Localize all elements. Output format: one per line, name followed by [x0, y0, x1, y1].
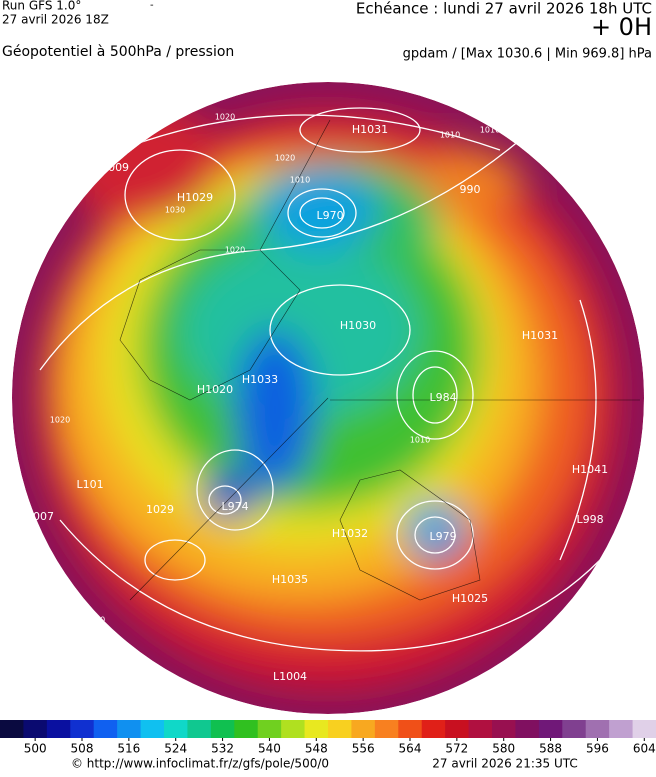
- pressure-label: H1025: [452, 592, 488, 605]
- generated: 27 avril 2026 21:35 UTC: [432, 757, 578, 771]
- colorbar-label: 604: [633, 742, 656, 756]
- colorbar-swatch: [492, 720, 516, 738]
- colorbar-swatch: [93, 720, 118, 738]
- isobar-label: 1030: [165, 206, 185, 215]
- colorbar-swatch: [562, 720, 587, 738]
- colorbar-label: 508: [71, 742, 94, 756]
- pressure-label: H1031: [352, 123, 388, 136]
- map: H1031 L970 H1029 L1009 990 H1030 H1031 L984 L979…: [12, 82, 644, 714]
- colorbar-swatch: [351, 720, 376, 738]
- pressure-label: L984: [429, 391, 456, 404]
- pressure-label: H1033: [242, 373, 278, 386]
- units: gpdam / [Max 1030.6 | Min 969.8] hPa: [403, 47, 652, 62]
- isobar-label: 1020: [85, 616, 105, 625]
- colorbar-swatch: [234, 720, 259, 738]
- colorbar-swatch: [585, 720, 610, 738]
- pressure-label: H1029: [177, 191, 213, 204]
- pressure-label: L970: [316, 209, 343, 222]
- isobar-label: 1020: [50, 416, 70, 425]
- colorbar-label: 572: [445, 742, 468, 756]
- pressure-label: 1029: [146, 503, 174, 516]
- pressure-label: L974: [221, 500, 248, 513]
- colorbar-label: 500: [24, 742, 47, 756]
- colorbar-label: 524: [164, 742, 187, 756]
- isobar-label: 1010: [480, 126, 500, 135]
- colorbar-swatch: [421, 720, 446, 738]
- colorbar-swatch: [257, 720, 282, 738]
- run-date: 27 avril 2026 18Z: [2, 13, 109, 27]
- pressure-label: H1035: [272, 573, 308, 586]
- colorbar-swatch: [140, 720, 165, 738]
- pressure-label: H1041: [572, 463, 608, 476]
- offset: + 0H: [591, 13, 652, 41]
- isobar-label: 1010: [440, 131, 460, 140]
- pressure-label: 990: [460, 183, 481, 196]
- colorbar-swatch: [445, 720, 470, 738]
- pressure-label: L1009: [95, 161, 129, 174]
- colorbar-swatch: [281, 720, 306, 738]
- pressure-label: H1020: [197, 383, 233, 396]
- isobar-label: 1020: [225, 246, 245, 255]
- isobar-label: 1020: [275, 154, 295, 163]
- pressure-label: H1031: [522, 329, 558, 342]
- isobar-label: 1010: [290, 176, 310, 185]
- colorbar-swatch: [164, 720, 188, 738]
- colorbar-swatch: [70, 720, 95, 738]
- echeance: Echéance : lundi 27 avril 2026 18h UTC: [356, 0, 652, 18]
- colorbar-swatch: [23, 720, 48, 738]
- colorbar-swatch: [210, 720, 235, 738]
- colorbar-swatch: [0, 720, 24, 738]
- pressure-label: L979: [429, 530, 456, 543]
- pressure-label: L1004: [273, 670, 307, 683]
- colorbar-label: 556: [352, 742, 375, 756]
- colorbar-swatch: [117, 720, 142, 738]
- colorbar-label: 516: [117, 742, 140, 756]
- colorbar-swatch: [398, 720, 423, 738]
- run: Run GFS 1.0°: [2, 0, 81, 13]
- colorbar-label: 564: [399, 742, 422, 756]
- isobar-label: 1010: [410, 436, 430, 445]
- pressure-label: H1032: [332, 527, 368, 540]
- field: Géopotentiel à 500hPa / pression: [2, 44, 234, 60]
- colorbar-swatch: [468, 720, 493, 738]
- colorbar-swatch: [328, 720, 352, 738]
- pressure-label: 1007: [26, 510, 54, 523]
- colorbar-label: 580: [492, 742, 515, 756]
- colorbar-swatch: [538, 720, 563, 738]
- colorbar-label: 532: [211, 742, 234, 756]
- dash: -: [150, 0, 154, 11]
- pressure-label: L101: [76, 478, 103, 491]
- isobar-label: 1020: [215, 113, 235, 122]
- colorbar-swatch: [632, 720, 656, 738]
- colorbar-swatch: [609, 720, 634, 738]
- colorbar-swatch: [304, 720, 329, 738]
- colorbar-swatch: [515, 720, 540, 738]
- pressure-label: L998: [576, 513, 603, 526]
- colorbar-label: 540: [258, 742, 281, 756]
- colorbar-swatch: [46, 720, 71, 738]
- colorbar-swatch: [187, 720, 212, 738]
- colorbar-label: 548: [305, 742, 328, 756]
- colorbar-label: 596: [586, 742, 609, 756]
- colorbar-swatch: [374, 720, 399, 738]
- colorbar-label: 588: [539, 742, 562, 756]
- pressure-label: H1030: [340, 319, 376, 332]
- source: © http://www.infoclimat.fr/z/gfs/pole/50…: [71, 757, 329, 771]
